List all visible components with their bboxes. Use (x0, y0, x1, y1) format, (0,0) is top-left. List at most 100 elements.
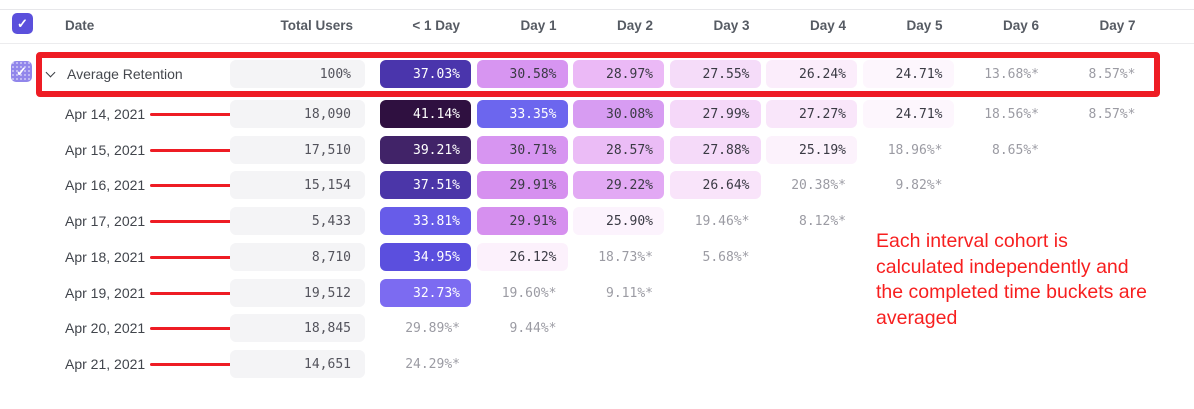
retention-value-cell[interactable]: 19.46%* (694, 213, 750, 229)
cohort-date: Apr 19, 2021 (65, 285, 146, 301)
red-arrow-shaft (150, 327, 257, 330)
cohort-date: Apr 21, 2021 (65, 356, 146, 372)
total-users-cell[interactable]: 17,510 (230, 136, 365, 164)
column-header-day[interactable]: Day 7 (1099, 18, 1136, 33)
annotation-line: calculated independently and (876, 255, 1129, 278)
retention-value-cell[interactable]: 24.29%* (405, 356, 460, 372)
retention-value-cell[interactable]: 8.65%* (992, 142, 1039, 158)
retention-value-cell[interactable]: 24.71% (862, 100, 954, 128)
retention-value-cell[interactable]: 9.44%* (509, 320, 557, 336)
cohort-date: Apr 18, 2021 (65, 249, 146, 265)
red-arrow-shaft (150, 256, 257, 259)
retention-value-cell[interactable]: 41.14% (380, 100, 471, 128)
annotation-line: averaged (876, 306, 958, 329)
retention-value-cell[interactable]: 28.97% (573, 60, 664, 88)
check-icon: ✓ (17, 16, 28, 31)
retention-value-cell[interactable]: 33.81% (380, 207, 471, 235)
cohort-date: Apr 16, 2021 (65, 177, 146, 193)
column-header-day[interactable]: Day 4 (809, 18, 846, 33)
red-arrow-shaft (150, 363, 257, 366)
retention-value-cell[interactable]: 27.88% (669, 136, 761, 164)
retention-value-cell[interactable]: 29.89%* (405, 320, 460, 336)
retention-value-cell[interactable]: 18.96%* (887, 142, 943, 158)
table-top-border (0, 9, 1194, 10)
retention-value-cell[interactable]: 29.91% (476, 207, 568, 235)
retention-value-cell[interactable]: 24.71% (862, 60, 954, 88)
retention-value-cell[interactable]: 5.68%* (702, 249, 750, 265)
cohort-row: Apr 15, 2021 17,510 39.21% 30.71% 28.57% 27.8… (0, 136, 1194, 164)
average-retention-row: ✓ Average Retention 100% 37.03% 30.58% 28.… (0, 60, 1194, 88)
cohort-row: Apr 19, 2021 19,512 32.73% 19.60%* 9.11%* (0, 279, 1194, 307)
cohort-date: Apr 15, 2021 (65, 142, 146, 158)
annotation-text: Each interval cohort is calculated indepe… (876, 229, 1186, 331)
retention-value-cell[interactable]: 8.57%* (1088, 66, 1136, 82)
cohort-row: Apr 17, 2021 5,433 33.81% 29.91% 25.90% 19.46… (0, 207, 1194, 235)
column-header-day[interactable]: Day 6 (1002, 18, 1039, 33)
chevron-down-icon[interactable] (46, 69, 54, 77)
retention-value-cell[interactable]: 32.73% (380, 279, 471, 307)
cohort-date: Apr 17, 2021 (65, 213, 146, 229)
cohort-date: Apr 14, 2021 (65, 106, 146, 122)
red-arrow-shaft (150, 113, 257, 116)
average-total-cell[interactable]: 100% (230, 60, 365, 88)
total-users-cell[interactable]: 14,651 (230, 350, 365, 378)
retention-value-cell[interactable]: 26.64% (669, 171, 761, 199)
retention-value-cell[interactable]: 34.95% (380, 243, 471, 271)
cohort-row: Apr 14, 2021 18,090 41.14% 33.35% 30.08% 27.9… (0, 100, 1194, 128)
retention-value-cell[interactable]: 18.73%* (598, 249, 653, 265)
select-all-checkbox[interactable]: ✓ (12, 13, 33, 34)
column-header-day[interactable]: < 1 Day (412, 18, 460, 33)
cohort-date: Apr 20, 2021 (65, 320, 146, 336)
total-users-cell[interactable]: 15,154 (230, 171, 365, 199)
retention-value-cell[interactable]: 9.11%* (606, 285, 653, 301)
retention-value-cell[interactable]: 18.56%* (984, 106, 1039, 122)
cohort-row: Apr 16, 2021 15,154 37.51% 29.91% 29.22% 26.6… (0, 171, 1194, 199)
retention-value-cell[interactable]: 26.24% (766, 60, 857, 88)
column-header-day[interactable]: Day 5 (906, 18, 943, 33)
retention-value-cell[interactable]: 29.91% (476, 171, 568, 199)
column-header-date[interactable]: Date (65, 18, 95, 33)
total-users-cell[interactable]: 18,090 (230, 100, 365, 128)
retention-value-cell[interactable]: 39.21% (380, 136, 471, 164)
retention-value-cell[interactable]: 26.12% (476, 243, 568, 271)
retention-value-cell[interactable]: 30.08% (573, 100, 664, 128)
retention-value-cell[interactable]: 20.38%* (791, 177, 846, 193)
retention-value-cell[interactable]: 29.22% (573, 171, 664, 199)
retention-value-cell[interactable]: 9.82%* (895, 177, 943, 193)
total-users-cell[interactable]: 8,710 (230, 243, 365, 271)
total-users-cell[interactable]: 5,433 (230, 207, 365, 235)
check-icon: ✓ (16, 64, 27, 79)
retention-value-cell[interactable]: 13.68%* (984, 66, 1039, 82)
retention-value-cell[interactable]: 30.71% (476, 136, 568, 164)
total-users-cell[interactable]: 18,845 (230, 314, 365, 342)
red-arrow-shaft (150, 220, 257, 223)
average-row-checkbox[interactable]: ✓ (11, 61, 32, 82)
retention-value-cell[interactable]: 28.57% (573, 136, 664, 164)
table-header-row: ✓ Date Total Users < 1 Day Day 1 Day 2 Day … (0, 10, 1194, 44)
average-retention-label: Average Retention (67, 66, 183, 82)
annotation-line: Each interval cohort is (876, 230, 1068, 252)
cohort-row: Apr 21, 2021 14,651 24.29%* (0, 350, 1194, 378)
total-users-cell[interactable]: 19,512 (230, 279, 365, 307)
annotation-line: the completed time buckets are (876, 281, 1147, 303)
retention-value-cell[interactable]: 37.51% (380, 171, 471, 199)
retention-value-cell[interactable]: 19.60%* (501, 285, 557, 301)
retention-value-cell[interactable]: 27.55% (669, 60, 761, 88)
red-arrow-shaft (150, 184, 257, 187)
column-header-day[interactable]: Day 1 (520, 18, 557, 33)
retention-value-cell[interactable]: 27.99% (669, 100, 761, 128)
red-arrow-shaft (150, 149, 257, 152)
column-header-total-users[interactable]: Total Users (280, 18, 353, 33)
retention-value-cell[interactable]: 37.03% (380, 60, 471, 88)
retention-value-cell[interactable]: 25.19% (766, 136, 857, 164)
retention-value-cell[interactable]: 33.35% (476, 100, 568, 128)
retention-value-cell[interactable]: 25.90% (573, 207, 664, 235)
column-header-day[interactable]: Day 2 (616, 18, 653, 33)
retention-value-cell[interactable]: 8.12%* (799, 213, 846, 229)
column-header-day[interactable]: Day 3 (713, 18, 750, 33)
retention-value-cell[interactable]: 30.58% (476, 60, 568, 88)
cohort-row: Apr 20, 2021 18,845 29.89%* 9.44%* (0, 314, 1194, 342)
retention-value-cell[interactable]: 8.57%* (1088, 106, 1136, 122)
retention-value-cell[interactable]: 27.27% (766, 100, 857, 128)
